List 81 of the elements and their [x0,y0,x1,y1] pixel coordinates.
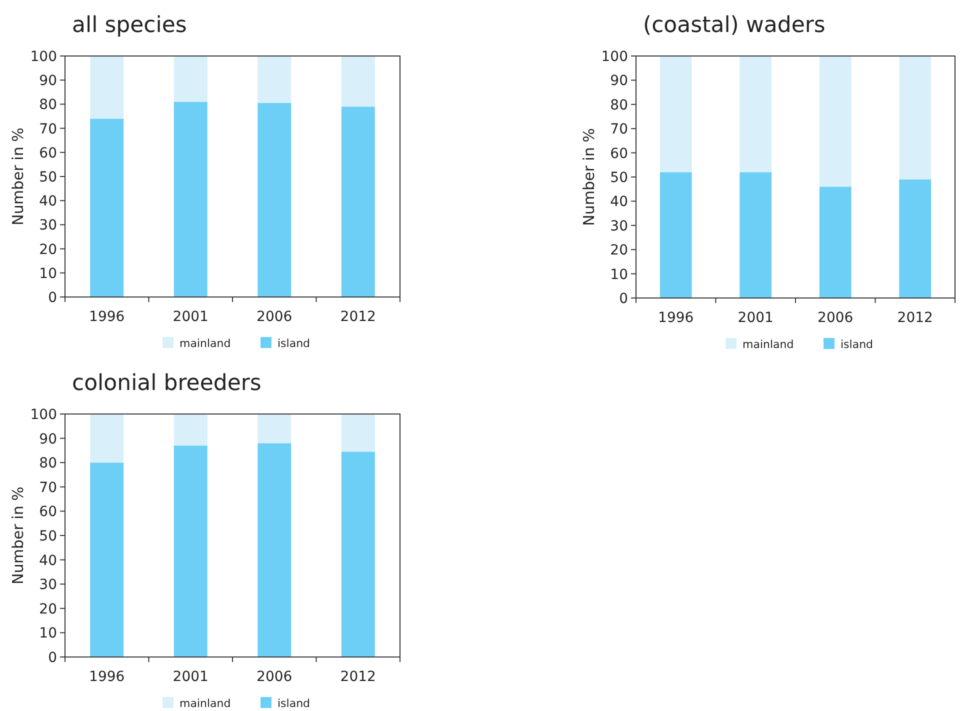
bar [258,414,292,444]
x-tick-label: 2012 [340,309,376,325]
bar [90,462,124,657]
y-tick-label: 20 [39,242,57,258]
y-tick-label: 10 [39,266,57,282]
bar [660,56,692,172]
y-tick-label: 50 [39,170,57,186]
x-tick-label: 2006 [256,309,292,325]
y-tick-label: 0 [48,290,57,306]
bar [740,172,772,298]
legend-label: mainland [742,338,794,351]
y-tick-label: 30 [39,218,57,234]
bar [90,414,124,463]
y-tick-label: 50 [39,528,57,544]
y-tick-label: 70 [39,480,57,496]
y-tick-label: 10 [610,266,628,283]
y-tick-label: 70 [610,122,628,138]
bar [90,118,124,297]
bar [174,102,208,297]
x-tick-label: 1996 [89,669,125,685]
y-tick-label: 40 [610,194,628,210]
x-tick-label: 2001 [738,310,774,326]
y-tick-label: 100 [30,49,57,65]
x-tick-label: 2012 [340,669,376,685]
x-tick-label: 2006 [818,310,854,326]
chart-title: (coastal) waders [643,13,826,38]
legend-label: mainland [180,697,231,710]
bar [90,56,124,119]
bar [174,446,208,657]
y-axis-title: Number in % [9,128,27,226]
y-tick-label: 50 [610,170,628,186]
y-tick-label: 90 [610,73,628,90]
y-tick-label: 60 [610,146,628,162]
bar [819,186,852,298]
bar [174,56,208,102]
y-tick-label: 30 [39,577,57,594]
y-tick-label: 40 [39,194,57,210]
x-tick-label: 2001 [172,309,208,325]
y-axis-title: Number in % [9,486,27,584]
chart-title: all species [72,13,187,38]
x-tick-label: 2012 [897,310,933,326]
bar [341,56,375,107]
bar [341,414,375,452]
x-tick-label: 1996 [658,310,694,326]
x-tick-label: 2006 [256,669,292,685]
bar [258,102,292,297]
x-tick-label: 2001 [172,669,208,685]
bar [341,452,375,657]
y-tick-label: 60 [39,504,57,520]
bar [174,414,208,446]
bar [258,443,292,657]
bar [740,56,772,172]
legend-label: island [278,337,310,350]
legend-label: mainland [180,337,231,350]
bar [819,56,852,187]
y-tick-label: 90 [39,73,57,90]
y-tick-label: 20 [610,242,628,259]
y-tick-label: 60 [39,145,57,162]
y-tick-label: 10 [39,626,57,642]
y-tick-label: 100 [601,49,628,65]
y-tick-label: 80 [39,97,57,114]
bar [899,56,932,180]
bar [899,179,932,298]
x-tick-label: 1996 [89,309,125,325]
y-tick-label: 30 [610,218,628,234]
bar [258,56,292,103]
legend-label: island [840,338,874,351]
y-tick-label: 80 [610,97,628,114]
y-tick-label: 80 [39,456,57,472]
chart-title: colonial breeders [72,371,262,396]
y-tick-label: 0 [619,291,628,307]
legend-label: island [278,697,310,710]
y-tick-label: 70 [39,121,57,138]
y-tick-label: 0 [48,650,57,666]
y-tick-label: 100 [30,407,57,423]
y-axis-title: Number in % [580,128,598,226]
y-tick-label: 90 [39,431,57,448]
y-tick-label: 20 [39,601,57,618]
bar [341,106,375,297]
y-tick-label: 40 [39,552,57,569]
bar [660,172,692,298]
